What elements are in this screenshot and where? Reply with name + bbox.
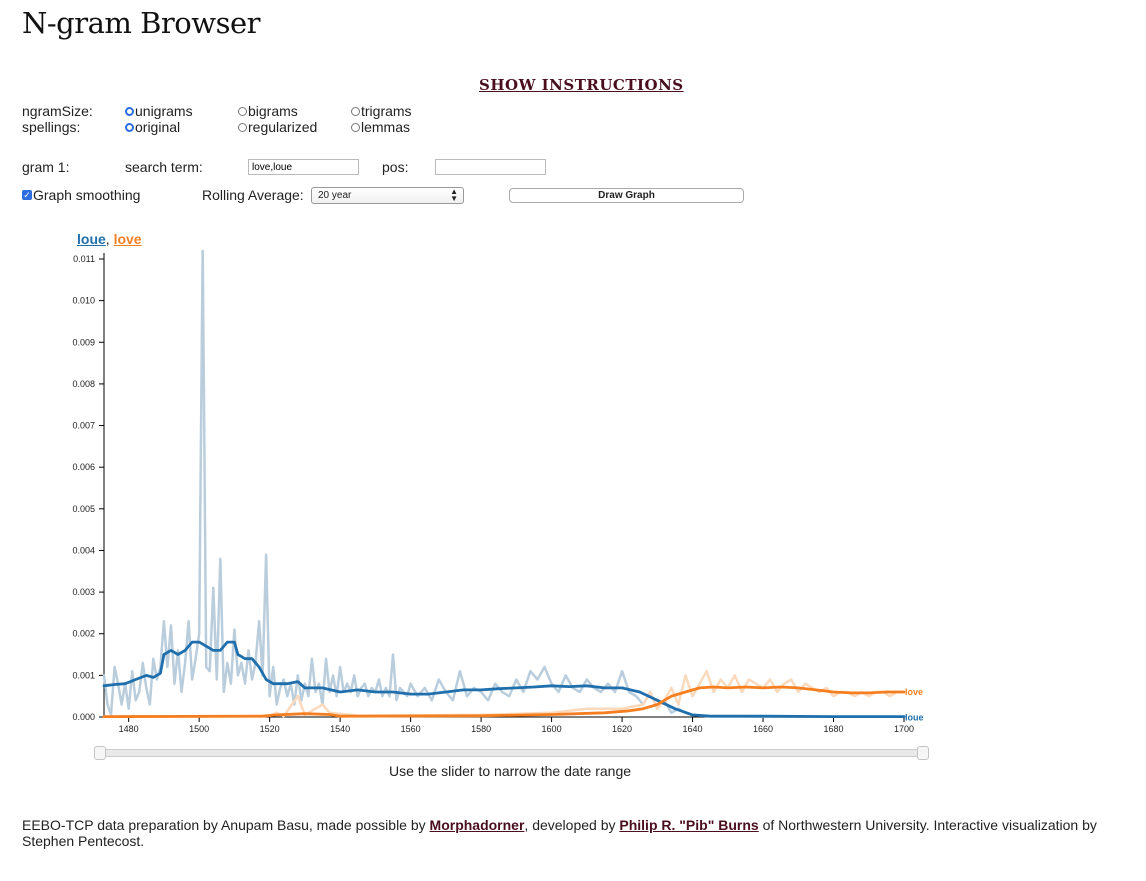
show-instructions-link[interactable]: SHOW INSTRUCTIONS	[479, 76, 684, 94]
y-tick-label: 0.002	[72, 629, 95, 639]
series-end-label-love: love	[905, 687, 923, 697]
radio-dot	[238, 106, 247, 116]
legend-separator: ,	[105, 231, 110, 247]
page-title: N-gram Browser	[22, 6, 260, 40]
radio-trigrams[interactable]: trigrams	[351, 103, 412, 119]
y-tick-label: 0.007	[72, 421, 95, 431]
legend-loue-link[interactable]: loue	[77, 231, 106, 247]
search-term-input[interactable]	[248, 159, 359, 175]
morphadorner-link[interactable]: Morphadorner	[429, 817, 525, 833]
y-tick-label: 0.004	[72, 545, 95, 555]
footer-text-2: , developed by	[524, 817, 620, 833]
ngram-size-label: ngramSize:	[22, 103, 93, 119]
y-tick-label: 0.000	[72, 712, 95, 722]
footer-credits: EEBO-TCP data preparation by Anupam Basu…	[22, 817, 1122, 849]
pos-label: pos:	[382, 159, 409, 175]
pos-input[interactable]	[435, 159, 546, 175]
radio-label: bigrams	[248, 103, 298, 119]
radio-unigrams[interactable]: unigrams	[125, 103, 193, 119]
ngram-line-chart: 0.000 0.001 0.002 0.003 0.004 0.005 0.006 0.007…	[72, 250, 924, 734]
chart-axes: 0.000 0.001 0.002 0.003 0.004 0.005 0.006 0.007…	[72, 253, 914, 734]
draw-graph-button[interactable]: Draw Graph	[509, 188, 744, 203]
slider-handle-end[interactable]	[917, 746, 929, 760]
x-tick-label: 1500	[189, 724, 209, 734]
y-tick-label: 0.003	[72, 587, 95, 597]
radio-lemmas[interactable]: lemmas	[351, 119, 410, 135]
x-tick-label: 1660	[753, 724, 773, 734]
radio-dot-selected	[125, 106, 134, 116]
chart-end-labels: love loue	[905, 687, 924, 723]
checkmark-icon: ✓	[22, 190, 32, 200]
radio-dot	[238, 122, 247, 132]
select-arrows-icon: ▲ ▼	[450, 187, 458, 203]
chart-lines	[102, 250, 906, 718]
search-term-label: search term:	[125, 159, 203, 175]
footer-text-1: EEBO-TCP data preparation by Anupam Basu…	[22, 817, 430, 833]
radio-label: unigrams	[135, 103, 193, 119]
spellings-label: spellings:	[22, 119, 81, 135]
graph-smoothing-checkbox[interactable]: ✓ Graph smoothing	[22, 187, 140, 203]
y-tick-label: 0.006	[72, 462, 95, 472]
x-tick-label: 1520	[260, 724, 280, 734]
y-tick-label: 0.011	[73, 254, 95, 264]
rolling-average-value: 20 year	[318, 190, 352, 201]
date-range-slider[interactable]	[100, 749, 922, 757]
legend-love-link[interactable]: love	[113, 231, 142, 247]
x-tick-label: 1480	[119, 724, 139, 734]
y-tick-label: 0.001	[72, 670, 95, 680]
burns-link[interactable]: Philip R. "Pib" Burns	[619, 817, 759, 833]
radio-dot-selected	[125, 122, 134, 132]
rolling-average-label: Rolling Average:	[202, 187, 304, 203]
x-tick-label: 1580	[471, 724, 491, 734]
slider-instructions: Use the slider to narrow the date range	[388, 763, 632, 779]
x-tick-label: 1620	[612, 724, 632, 734]
radio-dot	[351, 106, 360, 116]
radio-label: trigrams	[361, 103, 412, 119]
y-tick-label: 0.008	[72, 379, 95, 389]
x-tick-label: 1640	[683, 724, 703, 734]
radio-bigrams[interactable]: bigrams	[238, 103, 298, 119]
gram-label: gram 1:	[22, 159, 70, 175]
slider-handle-start[interactable]	[94, 746, 106, 760]
series-line-loue-smoothed	[102, 640, 906, 718]
graph-smoothing-label: Graph smoothing	[33, 187, 141, 203]
series-line-love-smoothed	[102, 685, 906, 718]
x-tick-label: 1560	[401, 724, 421, 734]
x-tick-label: 1600	[542, 724, 562, 734]
radio-original[interactable]: original	[125, 119, 180, 135]
x-tick-label: 1700	[894, 724, 914, 734]
radio-regularized[interactable]: regularized	[238, 119, 317, 135]
radio-dot	[351, 122, 360, 132]
y-tick-label: 0.009	[72, 337, 95, 347]
y-tick-label: 0.005	[72, 504, 95, 514]
radio-label: regularized	[248, 119, 318, 135]
radio-label: original	[135, 119, 181, 135]
x-tick-label: 1680	[823, 724, 843, 734]
radio-label: lemmas	[361, 119, 411, 135]
footer-text-3: of Northwestern University. Interactive …	[22, 817, 1097, 849]
chart-legend: loue, love	[77, 231, 142, 247]
series-end-label-loue: loue	[905, 713, 924, 723]
x-tick-label: 1540	[330, 724, 350, 734]
y-tick-label: 0.010	[72, 296, 95, 306]
rolling-average-select[interactable]: 20 year ▲ ▼	[311, 187, 464, 204]
